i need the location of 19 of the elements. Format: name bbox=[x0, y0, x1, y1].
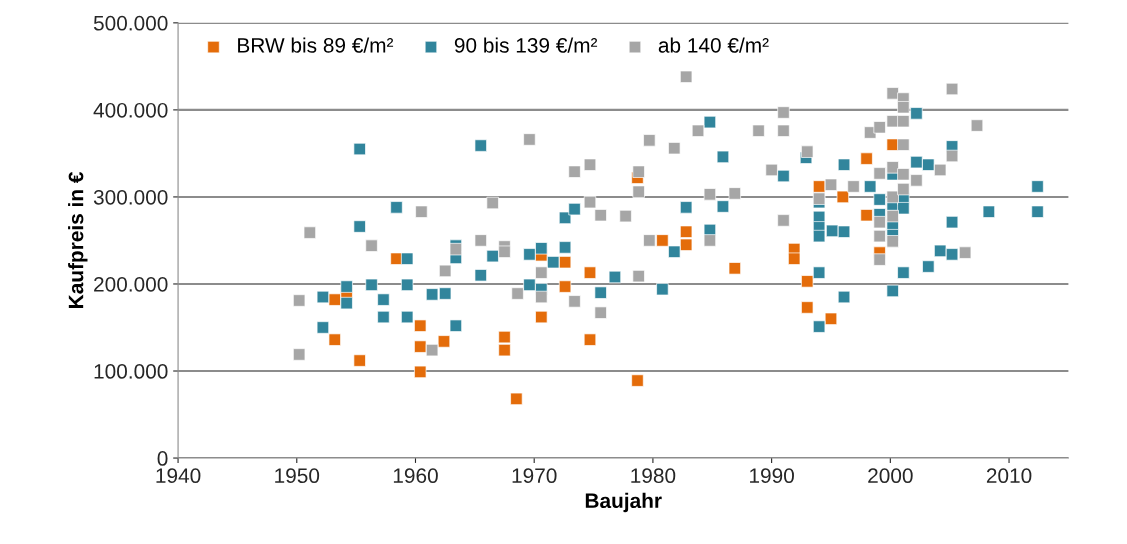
x-tick-label: 1970 bbox=[512, 468, 557, 484]
legend-label: 90 bis 139 €/m² bbox=[454, 37, 598, 53]
x-tick-label: 1950 bbox=[275, 468, 320, 484]
x-tick-label: 1980 bbox=[631, 468, 676, 484]
y-tick-label: 100.000 bbox=[94, 364, 168, 379]
y-tick-label: 400.000 bbox=[93, 102, 168, 118]
x-tick-label: 2000 bbox=[868, 468, 913, 484]
x-tick-label: 1990 bbox=[750, 468, 794, 484]
x-tick-label: 1960 bbox=[393, 468, 438, 484]
y-tick-label: 500.000 bbox=[93, 15, 168, 31]
y-tick-label: 200.000 bbox=[94, 276, 168, 292]
x-axis-title: Baujahr bbox=[585, 492, 662, 513]
legend-label: BRW bis 89 €/m² bbox=[238, 37, 394, 53]
y-tick-label: 0 bbox=[157, 451, 168, 466]
legend-label: ab 140 €/m² bbox=[658, 37, 769, 53]
y-axis-title: Kaufpreis in € bbox=[68, 171, 88, 308]
x-tick-label: 2010 bbox=[986, 468, 1032, 484]
y-tick-label: 300.000 bbox=[93, 189, 168, 205]
x-tick-label: 1940 bbox=[156, 468, 201, 484]
